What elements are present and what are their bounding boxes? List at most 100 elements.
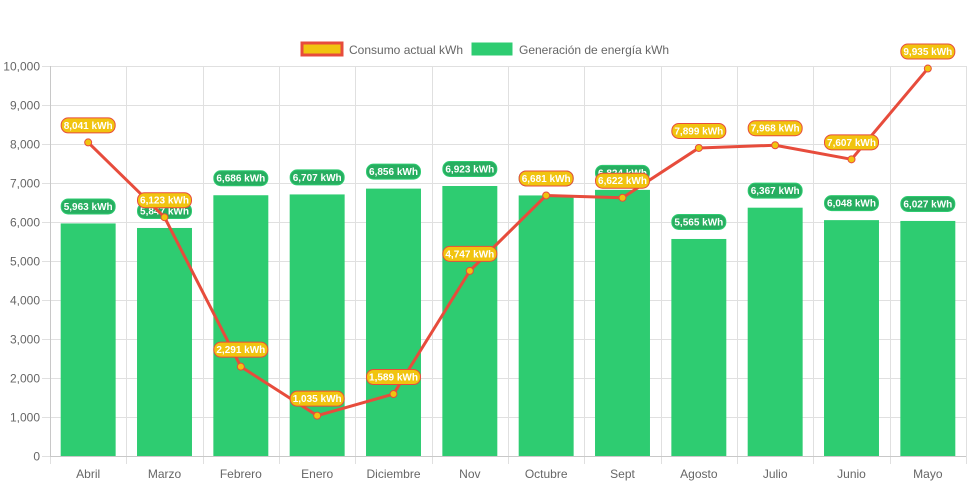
line-data-label-bg	[595, 172, 650, 189]
bar-data-label-bg	[442, 161, 498, 178]
point-consumo	[160, 213, 169, 222]
line-data-label-text: 6,622 kWh	[598, 176, 647, 187]
line-data-label-text: 7,899 kWh	[674, 126, 723, 137]
bar-series	[60, 186, 956, 457]
bar-generacion	[213, 195, 269, 456]
line-data-label: 6,622 kWh	[595, 172, 650, 189]
point-consumo	[84, 138, 93, 147]
x-tick-label: Sept	[610, 467, 635, 481]
line-data-label-text: 2,291 kWh	[216, 345, 265, 356]
line-data-label-bg	[747, 120, 803, 137]
legend-label-consumo: Consumo actual kWh	[349, 43, 463, 57]
bar-data-label-bg	[671, 213, 727, 230]
line-data-label: 8,041 kWh	[60, 117, 116, 134]
bar-generacion	[366, 188, 421, 456]
line-data-label-text: 1,035 kWh	[293, 394, 342, 405]
x-tick-label: Julio	[763, 467, 788, 481]
x-tick-label: Mayo	[913, 467, 943, 481]
line-data-label-bg	[518, 170, 574, 187]
line-data-label: 7,899 kWh	[671, 122, 727, 139]
line-data-label-bg	[213, 341, 269, 358]
legend-swatch-generacion	[471, 42, 513, 56]
line-data-label: 2,291 kWh	[213, 341, 269, 358]
y-axis: 0 1,000 2,000 3,000 4,000 5,000 6,000 7,000 8,00…	[3, 60, 51, 464]
line-data-label: 1,035 kWh	[289, 390, 345, 407]
point-consumo	[694, 143, 703, 152]
line-data-label-text: 8,041 kWh	[64, 121, 113, 132]
bar-data-label: 6,707 kWh	[289, 169, 345, 186]
point-consumo	[313, 411, 322, 420]
bar-data-label: 6,856 kWh	[366, 163, 421, 180]
bar-data-label-bg	[366, 163, 421, 180]
line-data-label-bg	[442, 245, 498, 262]
legend-label-generacion: Generación de energía kWh	[519, 43, 669, 57]
line-data-label: 1,589 kWh	[366, 369, 421, 386]
y-tick-label: 8,000	[10, 138, 40, 152]
bar-generacion	[824, 220, 879, 456]
x-tick-label: Febrero	[220, 467, 262, 481]
line-data-label-text: 7,968 kWh	[751, 124, 800, 135]
line-data-label: 6,681 kWh	[518, 170, 574, 187]
line-data-label: 6,123 kWh	[137, 192, 192, 209]
bar-data-label: 6,048 kWh	[824, 195, 879, 212]
line-data-label-text: 4,747 kWh	[445, 249, 494, 260]
bar-data-label-bg	[213, 170, 269, 187]
bar-data-label-text: 6,923 kWh	[445, 165, 494, 176]
bar-data-label: 6,367 kWh	[747, 182, 803, 199]
bar-generacion	[671, 238, 727, 456]
legend-item-generacion[interactable]: Generación de energía kWh	[471, 42, 669, 57]
y-tick-label: 7,000	[10, 177, 40, 191]
bar-data-label-text: 6,367 kWh	[751, 186, 800, 197]
bar-data-label: 5,565 kWh	[671, 213, 727, 230]
line-data-label-bg	[824, 134, 879, 151]
bar-generacion	[518, 195, 574, 457]
bar-generacion	[60, 223, 116, 456]
legend: Consumo actual kWh Generación de energía…	[300, 41, 669, 57]
point-consumo	[236, 362, 245, 371]
line-data-label-text: 1,589 kWh	[369, 373, 418, 384]
line-series	[84, 64, 932, 420]
y-tick-label: 10,000	[3, 60, 40, 74]
bar-data-label-text: 5,963 kWh	[64, 202, 113, 213]
bar-data-label: 5,963 kWh	[60, 198, 116, 215]
line-data-label: 4,747 kWh	[442, 245, 498, 262]
bar-data-label-text: 5,847 kWh	[140, 206, 189, 217]
y-tick-label: 1,000	[10, 411, 40, 425]
bar-data-label-bg	[289, 169, 345, 186]
line-data-label-bg	[137, 192, 192, 209]
legend-swatch-consumo	[300, 41, 344, 57]
bar-generacion	[900, 220, 956, 456]
bar-data-label-bg	[824, 195, 879, 212]
bar-data-label: 6,686 kWh	[213, 170, 269, 187]
line-data-label-bg	[900, 43, 956, 60]
bar-generacion	[747, 207, 803, 456]
line-data-label-bg	[60, 117, 116, 134]
line-data-label-bg	[289, 390, 345, 407]
bar-data-label-text: 6,048 kWh	[827, 199, 876, 210]
x-tick-label: Diciembre	[366, 467, 420, 481]
legend-item-consumo[interactable]: Consumo actual kWh	[300, 41, 463, 57]
bar-data-labels: 5,963 kWh 5,847 kWh 6,686 kWh 6,707 kWh 6,85…	[60, 161, 956, 230]
x-tick-label: Junio	[837, 467, 866, 481]
bar-generacion	[442, 186, 498, 457]
x-tick-label: Nov	[459, 467, 480, 481]
point-consumo	[771, 141, 780, 150]
y-tick-label: 6,000	[10, 216, 40, 230]
x-tick-label: Enero	[301, 467, 333, 481]
line-data-label-bg	[366, 369, 421, 386]
bar-data-label-text: 6,707 kWh	[293, 173, 342, 184]
point-consumo	[618, 193, 627, 202]
point-consumo	[389, 390, 398, 399]
line-data-label-text: 9,935 kWh	[903, 47, 952, 58]
line-data-label-bg	[671, 122, 727, 139]
line-data-label-text: 6,123 kWh	[140, 196, 189, 207]
x-axis: Abril Marzo Febrero Enero Diciembre Nov Octubr…	[50, 456, 966, 481]
bar-data-label-bg	[747, 182, 803, 199]
bar-generacion	[595, 189, 650, 456]
y-tick-label: 9,000	[10, 99, 40, 113]
point-consumo	[847, 155, 856, 164]
x-tick-label: Octubre	[525, 467, 568, 481]
line-data-label-text: 6,681 kWh	[522, 174, 571, 185]
line-data-label: 7,607 kWh	[824, 134, 879, 151]
point-consumo	[542, 191, 551, 200]
